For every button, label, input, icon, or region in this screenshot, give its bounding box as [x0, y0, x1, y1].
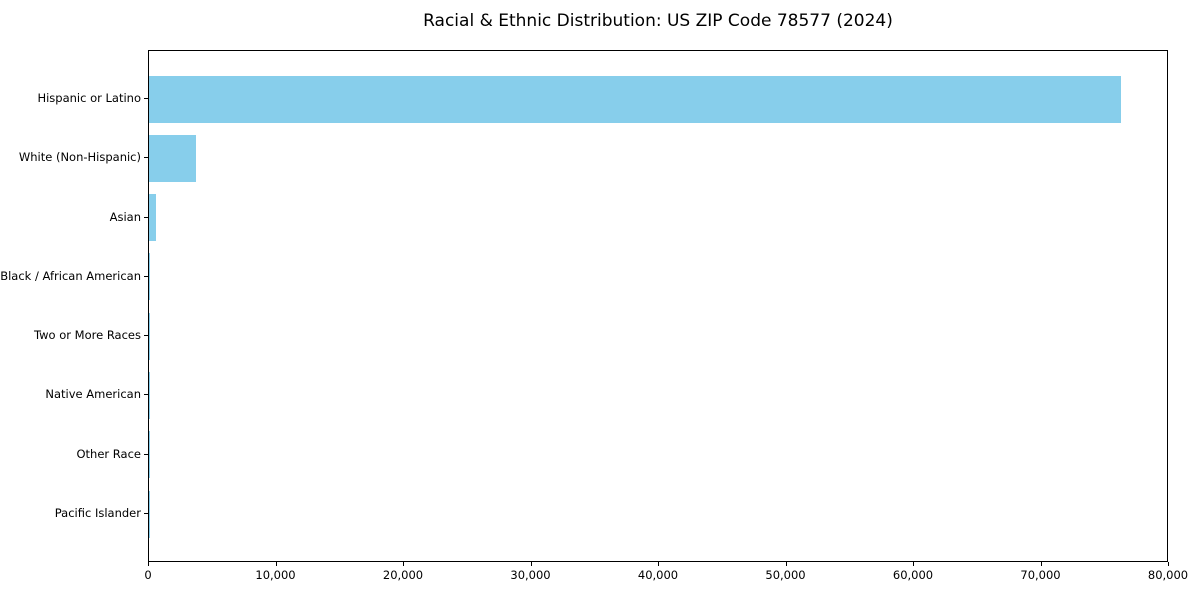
x-tick-mark	[658, 562, 659, 566]
chart-title: Racial & Ethnic Distribution: US ZIP Cod…	[423, 11, 893, 31]
x-tick-mark	[148, 562, 149, 566]
x-tick-mark	[530, 562, 532, 566]
x-tick-label: 50,000	[765, 568, 806, 582]
y-tick-mark	[144, 216, 148, 218]
bar-asian	[149, 194, 156, 242]
x-tick-mark	[1040, 562, 1042, 566]
y-tick-mark	[144, 275, 148, 277]
x-tick-mark	[785, 562, 787, 566]
y-tick-label: Two or More Races	[34, 328, 141, 343]
bar-hispanic-or-latino	[149, 75, 1121, 123]
x-tick-mark	[1168, 562, 1169, 566]
x-tick-label: 0	[144, 568, 152, 582]
y-tick-label: White (Non-Hispanic)	[18, 150, 141, 165]
y-tick-label: Hispanic or Latino	[37, 91, 141, 105]
x-tick-label: 10,000	[255, 568, 296, 582]
y-tick-label: Black / African American	[0, 268, 141, 283]
y-tick-label: Pacific Islander	[54, 506, 141, 521]
y-tick-mark	[144, 157, 148, 159]
x-tick-label: 30,000	[510, 568, 551, 582]
bar-native-american	[149, 371, 150, 419]
y-tick-label: Native American	[45, 387, 141, 402]
x-tick-mark	[403, 562, 404, 566]
bar-two-or-more-races	[149, 312, 150, 360]
x-tick-mark	[275, 562, 277, 566]
y-tick-mark	[144, 513, 148, 515]
x-tick-label: 70,000	[1020, 568, 1061, 582]
x-tick-label: 20,000	[382, 568, 424, 582]
y-tick-mark	[144, 98, 148, 99]
y-tick-mark	[144, 453, 148, 455]
x-tick-label: 80,000	[1147, 568, 1189, 582]
bar-white-non-hispanic	[149, 134, 197, 182]
x-tick-label: 40,000	[637, 568, 679, 582]
x-tick-label: 60,000	[892, 568, 934, 582]
bar-black-african-american	[149, 253, 151, 301]
y-tick-label: Asian	[109, 209, 141, 224]
x-tick-mark	[913, 562, 914, 566]
plot-area	[148, 50, 1168, 562]
y-tick-label: Other Race	[76, 446, 142, 461]
y-tick-mark	[144, 394, 148, 396]
y-tick-mark	[144, 335, 148, 337]
